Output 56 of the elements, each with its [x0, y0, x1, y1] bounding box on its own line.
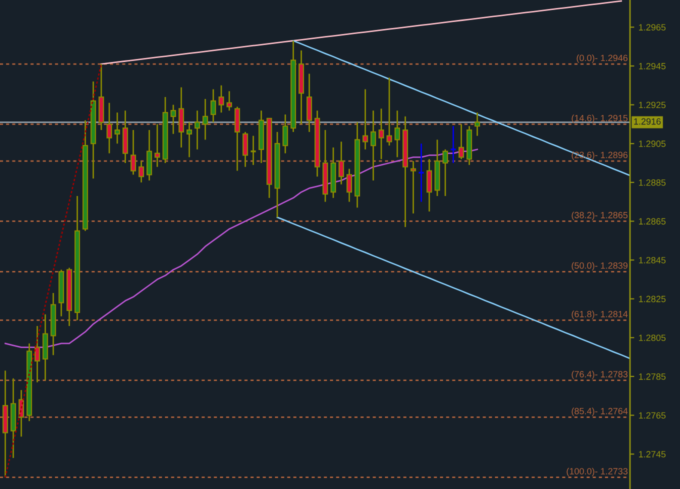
- y-tick-label: 1.2925: [639, 102, 666, 108]
- y-tick-label: 1.2765: [639, 412, 666, 419]
- annotation: (38.2)- 1.2865: [572, 212, 628, 220]
- candlestick: [218, 84, 224, 114]
- annotation: (0.0)- 1.2946: [576, 54, 628, 63]
- candlestick: [210, 88, 216, 123]
- candlestick: [178, 86, 184, 148]
- candlestick: [170, 104, 176, 135]
- candlestick: [242, 131, 248, 168]
- candlestick: [370, 110, 376, 182]
- candlestick: [442, 148, 448, 197]
- y-tick-label: 1.2825: [639, 296, 666, 302]
- candlestick: [474, 112, 480, 137]
- candlestick: [186, 122, 192, 158]
- candlestick: [378, 108, 384, 160]
- y-tick-label: 1.2965: [639, 24, 666, 31]
- line-series: [4, 63, 102, 478]
- annotation: (100.0)- 1.2733: [566, 468, 628, 476]
- candlestick: [386, 76, 392, 146]
- candlestick: [154, 123, 160, 168]
- candlestick: [226, 90, 232, 112]
- candlestick: [138, 160, 144, 184]
- y-tick-label: 1.2745: [639, 451, 666, 458]
- candlestick: [362, 88, 368, 150]
- candlestick: [106, 102, 112, 154]
- candlestick: [202, 98, 208, 140]
- annotation: (85.4)- 1.2764: [572, 408, 628, 416]
- candlestick: [450, 125, 457, 164]
- candlestick: [410, 160, 416, 214]
- candlestick: [34, 325, 40, 383]
- annotation: (14.6)- 1.2915: [572, 114, 628, 124]
- candlestick: [146, 129, 152, 182]
- annotation: (50.0)- 1.2839: [572, 262, 628, 271]
- line-series: [292, 40, 630, 176]
- candlestick: [338, 140, 344, 186]
- y-tick-label: 1.2785: [639, 373, 666, 380]
- candlestick: [234, 106, 240, 172]
- ref-line-label: 1.2916: [634, 118, 661, 125]
- candlestick: [346, 168, 352, 203]
- candlestick: [458, 123, 464, 160]
- annotation: (61.8)- 1.2814: [572, 310, 628, 320]
- candlestick: [114, 112, 120, 144]
- y-tick-label: 1.2845: [639, 256, 666, 264]
- y-tick-label: 1.2865: [639, 218, 666, 225]
- candlestick: [194, 110, 200, 150]
- annotation: (76.4)- 1.2783: [572, 370, 628, 380]
- candlestick: [426, 158, 432, 212]
- y-tick-label: 1.2945: [639, 62, 666, 70]
- candlestick: [306, 73, 312, 133]
- y-tick-label: 1.2885: [639, 179, 666, 186]
- candlestick: [130, 129, 136, 176]
- y-tick-label: 1.2805: [639, 334, 666, 342]
- candlestick: [282, 114, 288, 154]
- candlestick: [250, 135, 257, 166]
- candlestick: [394, 110, 400, 158]
- y-tick-label: 1.2905: [639, 140, 666, 147]
